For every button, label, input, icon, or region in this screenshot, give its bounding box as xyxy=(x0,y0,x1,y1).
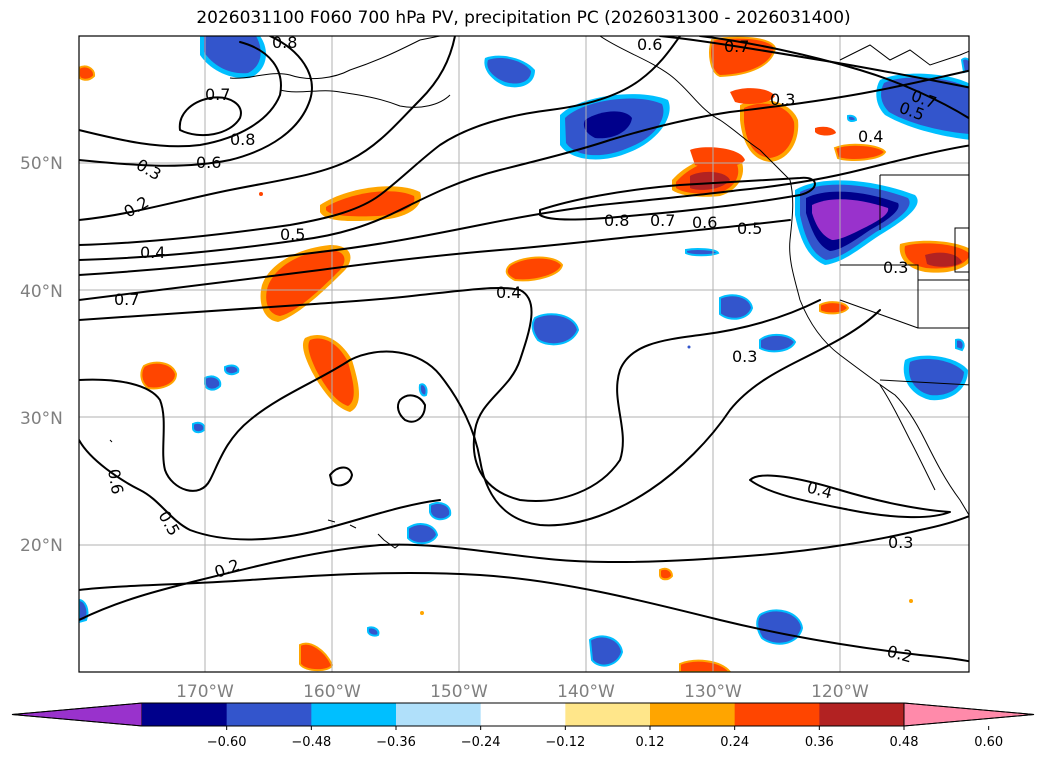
colorbar-extend-low xyxy=(11,702,143,727)
lon-label: 140°W xyxy=(557,682,615,702)
colorbar-segment xyxy=(480,703,566,726)
contour-label: 0.6 xyxy=(104,467,127,495)
contour-label: 0.4 xyxy=(140,243,165,262)
colorbar-segment xyxy=(734,703,820,726)
contour-label: 0.6 xyxy=(637,35,662,54)
longitude-labels: 170°W 160°W 150°W 140°W 130°W 120°W xyxy=(176,682,869,702)
colorbar-extend-high xyxy=(903,702,1035,727)
colorbar-segment xyxy=(396,703,482,726)
colorbar: −0.60 −0.48 −0.36 −0.24 −0.12 0.12 0.24 0.36 0.4… xyxy=(11,702,1035,750)
contour-label: 0.7 xyxy=(114,290,139,309)
contour-label: 0.4 xyxy=(858,127,883,146)
contour-label: 0.6 xyxy=(196,153,221,172)
pv-contours xyxy=(79,36,969,663)
lon-label: 120°W xyxy=(811,682,869,702)
colorbar-segment xyxy=(142,703,228,726)
colorbar-segment xyxy=(565,703,651,726)
contour-label: 0.3 xyxy=(883,258,908,277)
contour-label: 0.5 xyxy=(280,225,305,244)
map-frame xyxy=(78,35,970,673)
colorbar-label: 0.24 xyxy=(720,735,749,750)
map-area xyxy=(79,36,969,672)
colorbar-label: −0.24 xyxy=(461,735,501,750)
colorbar-label: 0.12 xyxy=(636,735,665,750)
contour-label: 0.3 xyxy=(888,533,913,552)
contour-label: 0.7 xyxy=(205,85,230,104)
lon-label: 130°W xyxy=(684,682,742,702)
colorbar-label: −0.12 xyxy=(545,735,585,750)
coastlines xyxy=(109,36,969,549)
contour-label: 0.3 xyxy=(770,90,795,109)
lat-label: 50°N xyxy=(20,154,63,174)
lon-label: 150°W xyxy=(430,682,488,702)
colorbar-segment xyxy=(819,703,905,726)
contour-label: 0.3 xyxy=(732,347,757,366)
contour-label: 0.4 xyxy=(496,283,521,302)
lon-label: 170°W xyxy=(176,682,234,702)
lon-label: 160°W xyxy=(303,682,361,702)
contour-label: 0.5 xyxy=(737,219,762,238)
contour-label: 0.8 xyxy=(230,130,255,149)
colorbar-label: 0.36 xyxy=(805,735,834,750)
contour-label: 0.6 xyxy=(692,213,717,232)
colorbar-label: 0.48 xyxy=(890,735,919,750)
colorbar-segment xyxy=(650,703,736,726)
colorbar-label: −0.60 xyxy=(207,735,247,750)
plot-title: 2026031100 F060 700 hPa PV, precipitatio… xyxy=(196,8,851,28)
contour-label: 0.8 xyxy=(272,33,297,52)
colorbar-outline xyxy=(11,702,1035,727)
colorbar-label: −0.36 xyxy=(376,735,416,750)
colorbar-label: −0.48 xyxy=(291,735,331,750)
latitude-labels: 50°N 40°N 30°N 20°N xyxy=(20,154,63,556)
colorbar-segment xyxy=(311,703,397,726)
graticule xyxy=(79,36,969,672)
lat-label: 20°N xyxy=(20,536,63,556)
contour-label: 0.7 xyxy=(724,37,749,56)
colorbar-label: 0.60 xyxy=(974,735,1003,750)
lat-label: 40°N xyxy=(20,282,63,302)
contour-label: 0.8 xyxy=(604,211,629,230)
colorbar-segment xyxy=(226,703,312,726)
lat-label: 30°N xyxy=(20,409,63,429)
contour-label: 0.7 xyxy=(650,211,675,230)
